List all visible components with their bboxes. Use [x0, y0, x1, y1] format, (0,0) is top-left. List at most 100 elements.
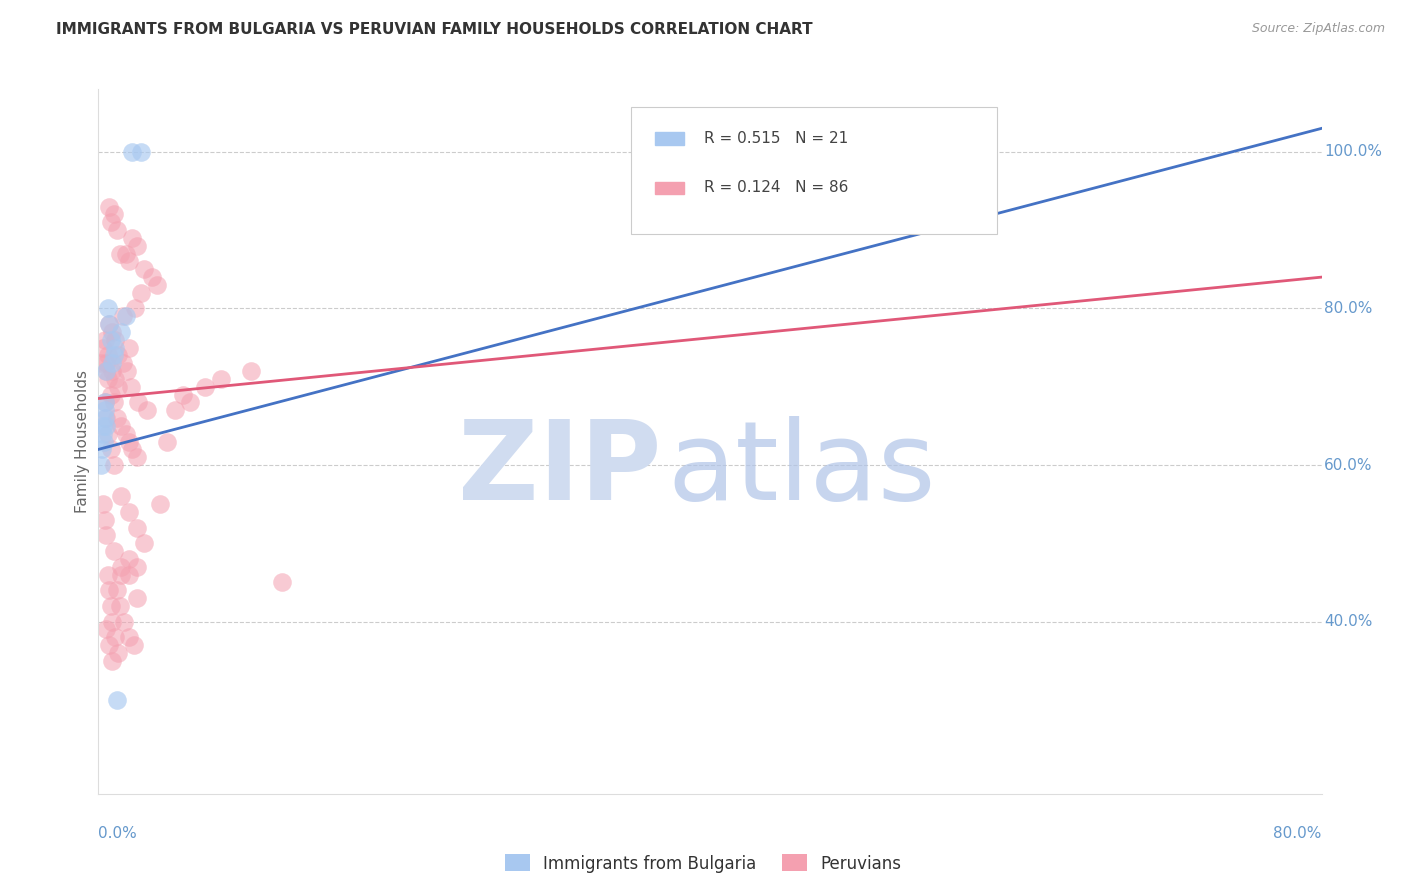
Point	[93, 513, 115, 527]
Text: 0.0%: 0.0%	[98, 826, 138, 840]
Point	[105, 583, 128, 598]
Point	[110, 325, 132, 339]
Point	[163, 403, 186, 417]
Point	[103, 458, 125, 472]
Point	[111, 310, 134, 324]
Point	[97, 567, 120, 582]
Point	[91, 426, 114, 441]
Point	[90, 356, 112, 370]
Point	[125, 450, 148, 465]
Text: 100.0%: 100.0%	[1324, 145, 1382, 160]
Y-axis label: Family Households: Family Households	[75, 370, 90, 513]
Point	[118, 434, 141, 449]
Point	[134, 262, 156, 277]
Point	[118, 254, 141, 268]
Point	[111, 356, 134, 370]
Point	[209, 372, 232, 386]
Point	[104, 630, 127, 644]
Point	[179, 395, 201, 409]
Point	[115, 310, 138, 324]
Point	[194, 380, 217, 394]
Point	[149, 497, 172, 511]
Point	[101, 654, 124, 668]
Point	[121, 231, 143, 245]
Point	[100, 442, 122, 457]
Point	[270, 575, 294, 590]
Point	[103, 207, 125, 221]
Point	[122, 638, 145, 652]
Point	[107, 380, 129, 394]
Point	[125, 559, 148, 574]
Text: ZIP: ZIP	[458, 417, 661, 524]
Point	[98, 583, 121, 598]
Point	[98, 638, 121, 652]
Point	[100, 599, 122, 613]
Point	[90, 458, 112, 472]
Point	[117, 364, 139, 378]
Point	[115, 426, 138, 441]
Point	[107, 348, 129, 362]
Point	[108, 599, 131, 613]
Point	[91, 418, 114, 433]
Point	[121, 145, 143, 159]
Point	[105, 693, 128, 707]
Point	[101, 615, 124, 629]
Point	[103, 348, 125, 362]
Point	[94, 528, 117, 542]
Point	[120, 380, 142, 394]
Point	[97, 348, 120, 362]
Point	[118, 341, 141, 355]
Point	[94, 623, 117, 637]
Point	[93, 411, 115, 425]
Point	[91, 497, 114, 511]
Text: R = 0.124   N = 86: R = 0.124 N = 86	[704, 180, 848, 195]
Point	[97, 301, 120, 316]
Point	[94, 411, 117, 425]
Point	[98, 317, 121, 331]
Point	[240, 364, 263, 378]
FancyBboxPatch shape	[630, 107, 997, 234]
Point	[107, 646, 129, 660]
Point	[141, 270, 163, 285]
Point	[127, 395, 149, 409]
Point	[93, 434, 115, 449]
Text: Source: ZipAtlas.com: Source: ZipAtlas.com	[1251, 22, 1385, 36]
Point	[100, 333, 122, 347]
Point	[104, 341, 127, 355]
Text: 40.0%: 40.0%	[1324, 614, 1372, 629]
Point	[94, 418, 117, 433]
Point	[110, 489, 132, 503]
Text: IMMIGRANTS FROM BULGARIA VS PERUVIAN FAMILY HOUSEHOLDS CORRELATION CHART: IMMIGRANTS FROM BULGARIA VS PERUVIAN FAM…	[56, 22, 813, 37]
Text: atlas: atlas	[668, 417, 936, 524]
Point	[124, 301, 146, 316]
Point	[110, 559, 132, 574]
FancyBboxPatch shape	[655, 181, 683, 194]
Point	[145, 277, 167, 292]
Point	[121, 442, 143, 457]
Point	[101, 356, 124, 370]
Point	[115, 246, 138, 260]
Point	[100, 387, 122, 401]
Text: R = 0.515   N = 21: R = 0.515 N = 21	[704, 131, 848, 146]
Point	[928, 145, 950, 159]
Legend: Immigrants from Bulgaria, Peruvians: Immigrants from Bulgaria, Peruvians	[498, 847, 908, 880]
Point	[98, 200, 121, 214]
Point	[112, 615, 135, 629]
Point	[125, 591, 148, 606]
Point	[172, 387, 194, 401]
Point	[100, 215, 122, 229]
Point	[93, 395, 115, 409]
Point	[110, 418, 132, 433]
Point	[97, 372, 120, 386]
Point	[91, 341, 114, 355]
Point	[118, 505, 141, 519]
Point	[97, 426, 120, 441]
Point	[103, 395, 125, 409]
Point	[94, 403, 117, 417]
Point	[156, 434, 179, 449]
Point	[108, 246, 131, 260]
Point	[134, 536, 156, 550]
Text: 80.0%: 80.0%	[1324, 301, 1372, 316]
Point	[103, 544, 125, 558]
Point	[125, 239, 148, 253]
